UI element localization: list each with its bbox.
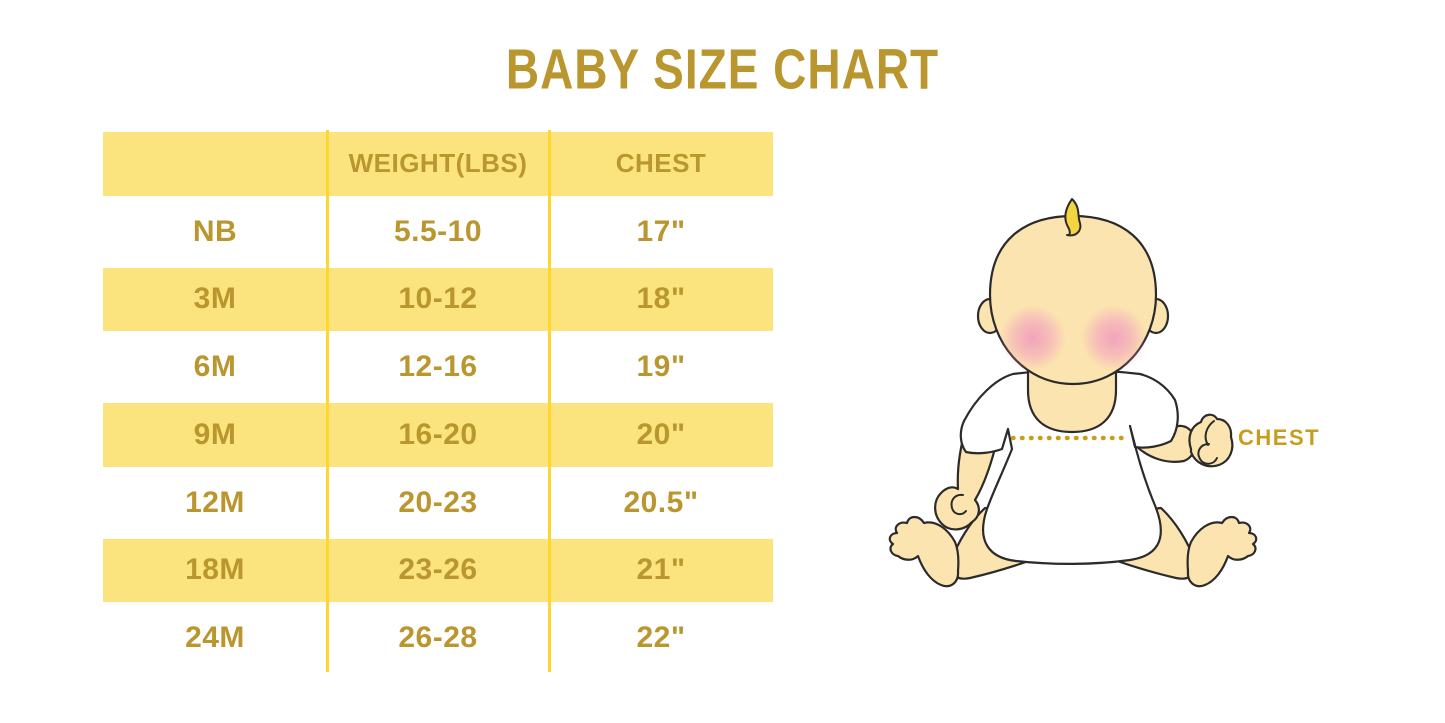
size-cell: 24M (185, 621, 245, 655)
weight-cell: 26-28 (398, 621, 478, 655)
baby-onesie (959, 369, 1179, 565)
chest-cell: 19" (636, 350, 686, 384)
size-cell: 12M (185, 485, 245, 519)
column-divider (548, 130, 551, 672)
table-row: 3M 10-12 18" (103, 265, 773, 334)
weight-cell: 20-23 (398, 485, 478, 519)
table-row: 9M 16-20 20" (103, 401, 773, 469)
weight-cell: 5.5-10 (393, 214, 483, 248)
table-row: 18M 23-26 21" (103, 536, 773, 605)
weight-cell: 23-26 (398, 553, 478, 587)
header-weight-cell: WEIGHT(LBS) (348, 148, 528, 179)
table-row: 12M 20-23 20.5" (103, 469, 773, 537)
weight-cell: 12-16 (398, 350, 478, 384)
chest-cell: 18" (636, 282, 686, 316)
size-table: WEIGHT(LBS) CHEST NB 5.5-10 17" 3M 10-12… (103, 130, 773, 672)
chest-cell: 21" (636, 553, 686, 587)
baby-hair-tuft (1064, 198, 1082, 237)
size-cell: 6M (193, 350, 237, 384)
chest-cell: 17" (636, 214, 686, 248)
baby-hand-left-detail (950, 493, 967, 516)
baby-fist-right (1188, 413, 1234, 468)
size-cell: 9M (193, 417, 237, 451)
header-chest-cell: CHEST (615, 148, 707, 179)
table-header-row: WEIGHT(LBS) CHEST (103, 130, 773, 198)
table-row: 6M 12-16 19" (103, 333, 773, 401)
column-divider (326, 130, 329, 672)
baby-illustration: CHEST (888, 198, 1320, 588)
weight-cell: 16-20 (398, 417, 478, 451)
chest-cell: 20" (636, 417, 686, 451)
size-cell: NB (192, 214, 238, 248)
size-cell: 18M (185, 553, 245, 587)
baby-fist-right-detail (1204, 420, 1215, 446)
size-cell: 3M (193, 282, 237, 316)
baby-blush-left (1000, 305, 1066, 371)
baby-fist-right-detail (1197, 443, 1218, 465)
chest-cell: 22" (636, 621, 686, 655)
weight-cell: 10-12 (398, 282, 478, 316)
baby-blush-right (1081, 305, 1147, 371)
chest-label: CHEST (1238, 425, 1320, 450)
chest-cell: 20.5" (623, 485, 699, 519)
table-row: 24M 26-28 22" (103, 604, 773, 672)
table-row: NB 5.5-10 17" (103, 198, 773, 266)
page-title: BABY SIZE CHART (505, 37, 940, 101)
